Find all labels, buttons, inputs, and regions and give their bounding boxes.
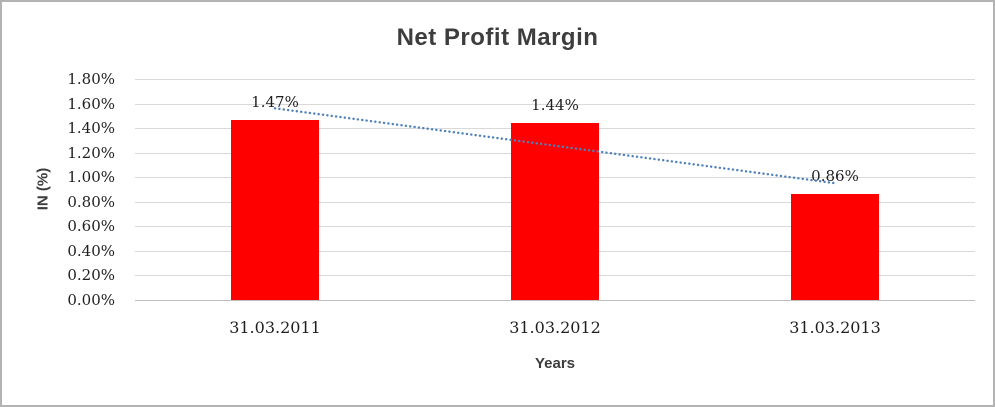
x-category-label: 31.03.2012 (509, 318, 601, 337)
bar (231, 119, 319, 300)
bar-data-label: 0.86% (811, 167, 859, 186)
x-axis-title: Years (534, 355, 576, 372)
x-axis-line (135, 300, 975, 301)
chart-title: Net Profit Margin (396, 24, 599, 51)
trendline-layer (273, 107, 837, 185)
bar-data-label: 1.47% (251, 92, 299, 111)
y-tick-label: 0.60% (67, 217, 115, 236)
y-tick-label: 1.60% (67, 94, 115, 113)
bar (511, 123, 599, 300)
y-tick-label: 0.80% (67, 192, 115, 211)
gridline (135, 103, 975, 105)
plot-area: 1.47% 1.44% 0.86% (135, 79, 975, 301)
bar (791, 194, 879, 300)
y-tick-label: 1.80% (67, 70, 115, 88)
y-tick-label: 1.20% (67, 143, 115, 162)
y-tick-label: 1.40% (67, 119, 115, 138)
gridline (135, 79, 975, 80)
trendline (273, 107, 837, 185)
y-tick-label: 1.00% (67, 168, 115, 187)
x-category-label: 31.03.2011 (229, 318, 321, 337)
x-category-label: 31.03.2013 (789, 318, 881, 337)
y-tick-label: 0.40% (67, 241, 115, 260)
y-tick-label: 0.20% (67, 266, 115, 285)
bar-data-label: 1.44% (531, 96, 579, 115)
y-tick-label: 0.00% (67, 291, 115, 309)
